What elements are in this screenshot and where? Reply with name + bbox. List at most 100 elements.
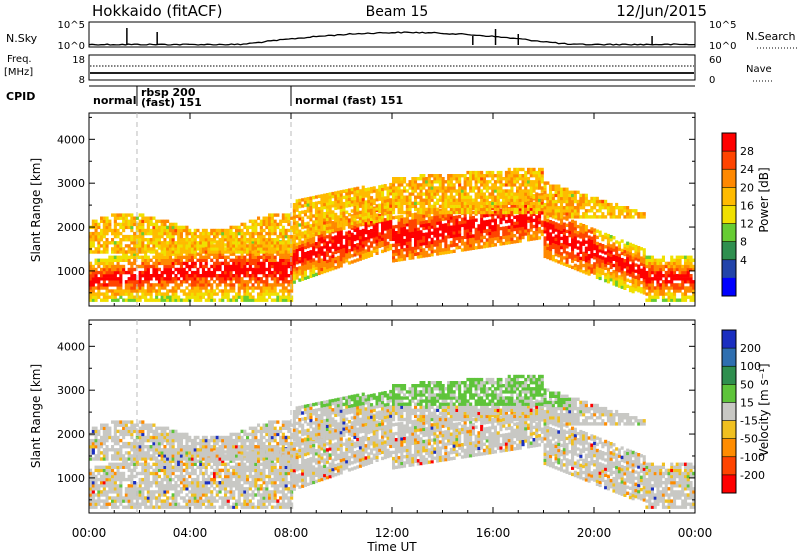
power-cell: [474, 227, 478, 232]
power-cell: [328, 249, 332, 253]
power-cell: [584, 252, 588, 257]
power-cell: [405, 235, 409, 239]
power-cell: [218, 252, 222, 256]
power-cell: [653, 286, 657, 290]
power-cell: [620, 267, 624, 271]
power-cell: [152, 231, 156, 236]
power-cell: [455, 207, 459, 212]
power-cell: [684, 267, 688, 272]
power-cell: [177, 241, 181, 245]
power-cell: [179, 225, 183, 230]
power-cell: [562, 228, 566, 232]
power-cell: [584, 228, 588, 232]
power-cell: [557, 238, 561, 243]
power-cell: [400, 224, 404, 228]
power-cell: [477, 170, 481, 175]
power-cell: [124, 213, 128, 217]
power-cell: [560, 258, 564, 262]
power-cell: [551, 199, 555, 204]
power-cell: [626, 247, 630, 252]
power-cell: [229, 252, 233, 256]
power-cell: [251, 270, 255, 275]
power-cell: [562, 244, 566, 248]
power-cell: [171, 280, 175, 284]
power-cell: [342, 201, 346, 206]
power-cell: [91, 286, 95, 290]
power-cell: [229, 267, 233, 272]
power-cell: [229, 264, 233, 269]
power-cell: [560, 212, 564, 216]
power-cell: [474, 177, 478, 181]
power-cell: [394, 180, 398, 184]
power-cell: [557, 190, 561, 194]
power-cell: [168, 289, 172, 293]
power-cell: [146, 274, 150, 278]
power-cell: [243, 286, 247, 290]
power-cell: [623, 274, 627, 278]
power-cell: [317, 265, 321, 269]
power-cell: [471, 177, 475, 181]
power-cell: [438, 242, 442, 246]
power-cell: [334, 235, 338, 239]
power-cell: [631, 286, 635, 291]
power-cell: [675, 264, 679, 269]
power-cell: [458, 198, 462, 202]
power-cell: [279, 289, 283, 293]
power-cell: [235, 270, 239, 275]
power-cell: [182, 270, 186, 275]
power-cell: [416, 242, 420, 247]
power-cell: [405, 189, 409, 193]
power-cell: [606, 273, 610, 278]
power-cell: [474, 233, 478, 238]
power-cell: [430, 222, 434, 226]
power-cell: [414, 231, 418, 235]
power-cell: [689, 277, 693, 281]
power-cell: [328, 261, 332, 266]
power-cell: [328, 255, 332, 259]
power-cell: [89, 274, 93, 278]
colorbar-swatch: [722, 169, 736, 188]
power-cell: [626, 244, 630, 249]
power-cell: [405, 238, 409, 242]
power-cell: [612, 245, 616, 249]
power-cell: [670, 274, 674, 278]
power-cell: [504, 229, 508, 233]
colorbar-frame: [721, 132, 737, 297]
power-cell: [675, 289, 679, 293]
power-cell: [667, 261, 671, 266]
power-cell: [224, 258, 228, 262]
power-cell: [414, 207, 418, 212]
power-cell: [389, 185, 393, 190]
power-cell: [243, 243, 247, 247]
power-cell: [513, 207, 517, 212]
power-cell: [551, 193, 555, 198]
power-cell: [174, 258, 178, 262]
power-cell: [466, 222, 470, 227]
power-cell: [477, 204, 481, 209]
power-cell: [276, 270, 280, 275]
power-cell: [193, 270, 197, 275]
power-cell: [152, 234, 156, 239]
power-cell: [328, 195, 332, 199]
power-cell: [356, 208, 360, 212]
power-cell: [628, 242, 632, 247]
power-cell: [339, 205, 343, 209]
power-cell: [97, 247, 101, 251]
power-cell: [301, 235, 305, 239]
power-cell: [516, 192, 520, 196]
power-cell: [314, 266, 318, 270]
power-cell: [116, 270, 120, 275]
power-cell: [232, 264, 236, 269]
power-cell: [168, 270, 172, 275]
power-cell: [513, 198, 517, 202]
power-cell: [254, 258, 258, 262]
power-cell: [251, 286, 255, 290]
noise-right-tick-top: 10^5: [709, 20, 736, 31]
velocity-cell: [89, 484, 93, 488]
power-cell: [265, 249, 269, 253]
power-cell: [441, 214, 445, 218]
power-cell: [469, 195, 473, 199]
velocity-cell: [100, 505, 104, 509]
power-cell: [347, 242, 351, 247]
power-cell: [317, 219, 321, 223]
